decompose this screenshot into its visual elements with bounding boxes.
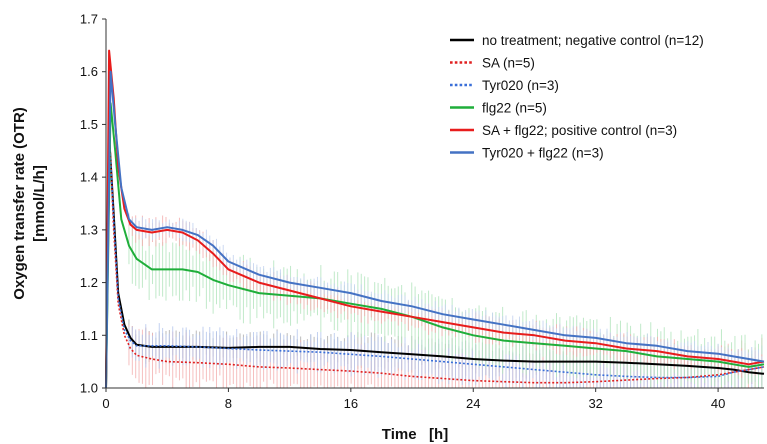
x-tick-label: 32 bbox=[588, 396, 602, 411]
legend-label: no treatment; negative control (n=12) bbox=[482, 33, 704, 48]
series-line-1 bbox=[105, 123, 765, 389]
x-tick-label: 0 bbox=[102, 396, 109, 411]
legend-label: Tyr020 + flg22 (n=3) bbox=[482, 146, 604, 161]
x-axis-title: Time [h] bbox=[382, 426, 448, 443]
x-tick-labels: 0 8 16 24 32 40 bbox=[102, 388, 725, 411]
y-axis-title-line1: Oxygen transfer rate (OTR) bbox=[11, 107, 28, 300]
x-tick-label: 40 bbox=[711, 396, 725, 411]
series-lines bbox=[105, 49, 765, 389]
legend-label: SA + flg22; positive control (n=3) bbox=[482, 123, 677, 138]
error-bands bbox=[128, 213, 763, 388]
y-tick-label: 1.3 bbox=[80, 222, 98, 237]
series-line-5 bbox=[105, 70, 765, 389]
y-axis-title-line2: [mmol/L/h] bbox=[31, 165, 48, 242]
y-tick-label: 1.2 bbox=[80, 275, 98, 290]
y-tick-label: 1.1 bbox=[80, 328, 98, 343]
legend-label: flg22 (n=5) bbox=[482, 101, 547, 116]
y-tick-label: 1.6 bbox=[80, 64, 98, 79]
series-line-3 bbox=[105, 102, 765, 389]
y-tick-label: 1.7 bbox=[80, 12, 98, 27]
x-tick-label: 24 bbox=[466, 396, 480, 411]
legend: no treatment; negative control (n=12) SA … bbox=[450, 33, 704, 161]
y-tick-label: 1.5 bbox=[80, 117, 98, 132]
y-tick-label: 1.4 bbox=[80, 170, 98, 185]
legend-label: Tyr020 (n=3) bbox=[482, 78, 559, 93]
axes bbox=[105, 19, 764, 389]
x-tick-label: 16 bbox=[344, 396, 358, 411]
x-tick-label: 8 bbox=[225, 396, 232, 411]
legend-label: SA (n=5) bbox=[482, 56, 535, 71]
series-line-4 bbox=[105, 49, 765, 389]
y-tick-label: 1.0 bbox=[80, 381, 98, 396]
y-tick-labels: 1.0 1.1 1.2 1.3 1.4 1.5 1.6 1.7 bbox=[80, 12, 106, 396]
y-axis-title: Oxygen transfer rate (OTR) [mmol/L/h] bbox=[11, 107, 48, 300]
series-line-0 bbox=[105, 134, 765, 389]
